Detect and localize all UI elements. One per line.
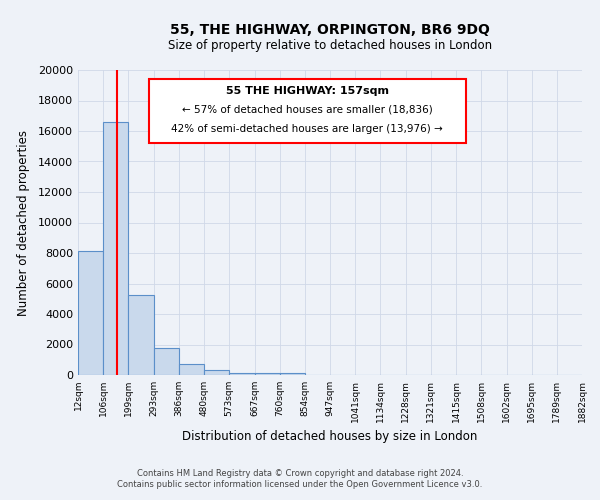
Bar	[229, 372, 254, 375]
Text: Contains HM Land Registry data © Crown copyright and database right 2024.: Contains HM Land Registry data © Crown c…	[137, 468, 463, 477]
FancyBboxPatch shape	[149, 79, 466, 143]
Bar	[179, 364, 204, 375]
Text: 55, THE HIGHWAY, ORPINGTON, BR6 9DQ: 55, THE HIGHWAY, ORPINGTON, BR6 9DQ	[170, 22, 490, 36]
Bar	[103, 122, 128, 375]
Bar	[254, 374, 280, 375]
Text: 55 THE HIGHWAY: 157sqm: 55 THE HIGHWAY: 157sqm	[226, 86, 389, 96]
Bar	[154, 348, 179, 375]
Text: 42% of semi-detached houses are larger (13,976) →: 42% of semi-detached houses are larger (…	[172, 124, 443, 134]
Text: ← 57% of detached houses are smaller (18,836): ← 57% of detached houses are smaller (18…	[182, 105, 433, 115]
Bar	[128, 295, 154, 375]
Y-axis label: Number of detached properties: Number of detached properties	[17, 130, 29, 316]
X-axis label: Distribution of detached houses by size in London: Distribution of detached houses by size …	[182, 430, 478, 444]
Bar	[280, 372, 305, 375]
Text: Contains public sector information licensed under the Open Government Licence v3: Contains public sector information licen…	[118, 480, 482, 489]
Bar	[78, 250, 103, 375]
Bar	[204, 370, 229, 375]
Text: Size of property relative to detached houses in London: Size of property relative to detached ho…	[168, 39, 492, 52]
